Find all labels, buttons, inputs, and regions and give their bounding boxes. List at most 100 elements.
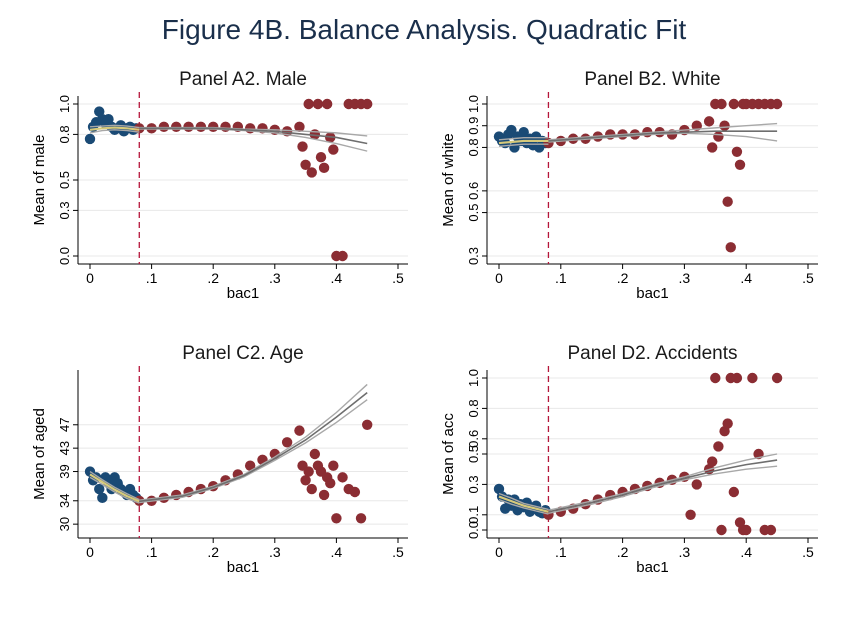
panel-4-point-above-cutoff <box>722 418 733 429</box>
panel-3-x-tick-label: .4 <box>331 544 343 560</box>
panel-3-ci-upper-below <box>89 470 140 501</box>
panel-4-ci-lower-below <box>498 498 549 515</box>
panel-4-point-above-cutoff <box>728 486 740 498</box>
panel-1-title: Panel A2. Male <box>179 69 307 90</box>
panel-2-y-tick-label: 0.3 <box>466 247 481 265</box>
panel-1-x-tick-label: .4 <box>331 270 343 286</box>
panel-4-y-tick-label: 0.8 <box>466 399 481 417</box>
panel-3-x-tick-label: .1 <box>146 544 158 560</box>
panel-2-ci-upper-above <box>548 122 778 141</box>
panel-3-y-tick-label: 47 <box>57 418 72 432</box>
panel-4-point-above-cutoff <box>713 441 724 452</box>
panel-2-x-tick-label: .5 <box>802 270 814 286</box>
panel-1-point-above-cutoff <box>337 250 348 262</box>
panel-3-ci-lower-above <box>139 399 368 504</box>
panel-3-x-tick-label: .2 <box>207 544 219 560</box>
panel-3-y-tick-label: 43 <box>57 441 72 455</box>
panel-2-fit-line-above <box>548 130 778 142</box>
panel-3-point-above-cutoff <box>328 460 339 471</box>
panel-2-point-above-cutoff <box>728 98 740 110</box>
panel-4-y-tick-label: 1.0 <box>466 369 481 387</box>
panel-1-fit-line-below <box>89 126 140 131</box>
panel-1-point-above-cutoff <box>158 121 170 132</box>
panel-2-y-tick-label: 1.0 <box>466 95 481 113</box>
panel-1-x-tick-label: .1 <box>146 270 158 286</box>
panel-4-point-above-cutoff <box>707 456 718 467</box>
panel-2-point-above-cutoff <box>722 196 733 207</box>
panel-4-x-tick-label: .4 <box>740 544 752 560</box>
panel-4-x-tick-label: .2 <box>617 544 629 560</box>
panel-4-fit-line-above <box>548 459 778 513</box>
panel-3-point-above-cutoff <box>362 419 373 430</box>
panel-1-y-tick-label: 0.8 <box>57 125 72 143</box>
panel-2-ci-upper-below <box>498 136 549 141</box>
panel-4-y-tick-label: 0.3 <box>466 475 481 493</box>
panel-4-ci-upper-above <box>548 453 778 511</box>
panel-1-point-above-cutoff <box>297 141 308 152</box>
panel-4-point-above-cutoff <box>685 509 696 520</box>
panel-1-point-above-cutoff <box>300 159 311 170</box>
panel-3-point-above-cutoff <box>306 483 317 495</box>
panel-1-point-above-cutoff <box>362 98 373 110</box>
panel-2-fit-line-below <box>498 139 549 145</box>
panel-3-ci-upper-above <box>139 383 368 501</box>
panel-3-point-below-cutoff <box>97 492 108 504</box>
panel-4-title: Panel D2. Accidents <box>567 343 737 364</box>
panel-4-point-above-cutoff <box>747 372 758 384</box>
panel-1-x-tick-label: .2 <box>207 270 219 286</box>
panel-1-point-above-cutoff <box>195 121 207 132</box>
panel-3-point-above-cutoff <box>318 489 330 501</box>
panel-3-y-axis-label: Mean of aged <box>31 408 48 500</box>
figure-title: Figure 4B. Balance Analysis. Quadratic F… <box>161 14 687 45</box>
panel-3-y-tick-label: 30 <box>57 517 72 531</box>
panel-1-ci-lower-below <box>89 129 140 134</box>
panel-1-y-tick-label: 0.0 <box>57 247 72 265</box>
panel-4-point-above-cutoff <box>716 524 727 536</box>
panel-2-point-above-cutoff <box>707 142 718 153</box>
panel-2-point-above-cutoff <box>716 98 727 110</box>
panel-2-title: Panel B2. White <box>584 69 720 90</box>
panel-3-x-axis-label: bac1 <box>227 559 260 576</box>
panel-4-x-tick-label: .5 <box>802 544 814 560</box>
panel-2-point-above-cutoff <box>725 242 736 253</box>
panel-1-point-above-cutoff <box>318 162 330 174</box>
panel-1-x-tick-label: .5 <box>392 270 404 286</box>
panel-2-point-above-cutoff <box>731 146 743 157</box>
panel-3-point-above-cutoff <box>355 513 367 524</box>
panel-4-y-tick-label: 0.6 <box>466 430 481 448</box>
panel-4-x-tick-label: .1 <box>555 544 567 560</box>
panel-3-ci-lower-below <box>89 476 140 504</box>
panel-3-point-above-cutoff <box>349 486 361 498</box>
panel-1-x-tick-label: 0 <box>86 270 94 286</box>
panel-1-point-above-cutoff <box>306 167 317 178</box>
panel-1-point-below-cutoff <box>84 133 96 145</box>
panel-3-title: Panel C2. Age <box>182 343 303 364</box>
panel-3-y-tick-label: 34 <box>57 494 72 508</box>
panel-3-point-above-cutoff <box>325 478 336 489</box>
panel-4-point-above-cutoff <box>710 372 721 384</box>
panel-2-point-above-cutoff <box>734 159 746 170</box>
panel-1-y-tick-label: 0.3 <box>57 201 72 219</box>
panel-2-ci-lower-above <box>548 132 778 143</box>
panel-4-ci-lower-above <box>548 465 778 514</box>
panel-3-point-above-cutoff <box>331 513 342 524</box>
panel-2-ci-lower-below <box>498 143 549 148</box>
panel-1-point-above-cutoff <box>328 144 339 155</box>
panel-2-x-tick-label: 0 <box>495 270 503 286</box>
panel-2-x-tick-label: .1 <box>555 270 567 286</box>
panel-3-fit-line-above <box>139 391 368 503</box>
panel-3-point-above-cutoff <box>281 437 293 448</box>
panel-3-y-tick-label: 39 <box>57 464 72 478</box>
panel-2-point-above-cutoff <box>703 116 715 127</box>
panel-2-point-above-cutoff <box>713 131 724 142</box>
panel-3-x-tick-label: 0 <box>86 544 94 560</box>
panel-2-x-tick-label: .2 <box>617 270 629 286</box>
panel-2-y-tick-label: 0.6 <box>466 182 481 200</box>
panel-3-point-above-cutoff <box>294 425 305 436</box>
panel-4-x-axis-label: bac1 <box>636 559 669 576</box>
panel-3-fit-line-below <box>89 473 140 503</box>
panel-2-x-tick-label: .4 <box>740 270 752 286</box>
panel-3-x-tick-label: .5 <box>392 544 404 560</box>
panel-4-y-tick-label: 0.1 <box>466 506 481 524</box>
panel-1-y-axis-label: Mean of male <box>31 135 48 226</box>
